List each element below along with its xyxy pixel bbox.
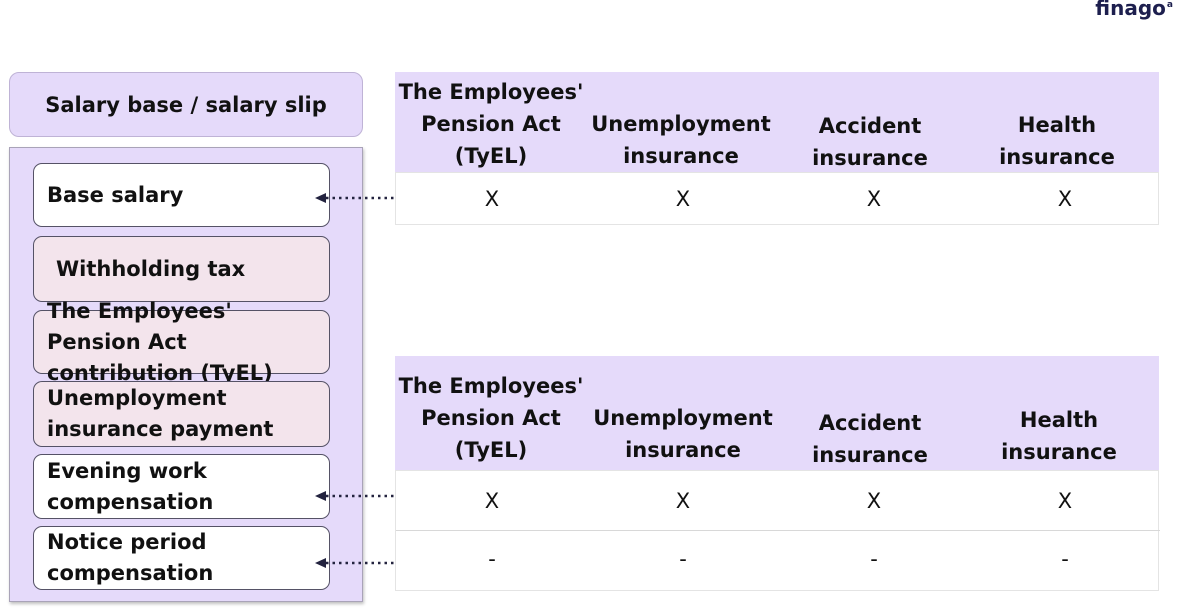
salary-item-unemployment-payment: Unemployment insurance payment	[33, 381, 330, 447]
salary-item-label: Notice period compensation	[47, 530, 214, 585]
salary-item-withholding-tax: Withholding tax	[33, 236, 330, 302]
header-accident: Accident insurance	[812, 411, 928, 467]
row-divider	[396, 530, 1160, 531]
table-cell: X	[866, 489, 882, 513]
table-cell: -	[870, 547, 878, 571]
header-tyel: The Employees' Pension Act (TyEL)	[398, 80, 584, 168]
header-unemployment: Unemployment insurance	[593, 406, 773, 462]
salary-item-label: Unemployment insurance payment	[47, 386, 274, 441]
header-health: Health insurance	[999, 113, 1115, 169]
logo-text: finago	[1095, 0, 1166, 20]
header-unemployment: Unemployment insurance	[591, 112, 771, 168]
salary-item-notice-period: Notice period compensation	[33, 526, 330, 590]
table-cell: X	[675, 187, 691, 211]
salary-item-label: Withholding tax	[56, 256, 246, 281]
header-health: Health insurance	[1001, 408, 1117, 464]
table-cell: -	[679, 547, 687, 571]
header-tyel: The Employees' Pension Act (TyEL)	[398, 374, 584, 462]
table-cell: -	[1061, 547, 1069, 571]
table-body: X X X X - - - -	[395, 470, 1160, 591]
header-accident: Accident insurance	[812, 114, 928, 170]
salary-item-evening-work: Evening work compensation	[33, 454, 330, 519]
table-cell: X	[1057, 187, 1073, 211]
salary-item-label: Evening work compensation	[47, 458, 214, 514]
logo-superscript: a	[1166, 0, 1173, 11]
salary-base-title-text: Salary base / salary slip	[45, 92, 327, 117]
finago-logo: finagoa	[1095, 0, 1173, 20]
table-cell: -	[488, 547, 496, 571]
salary-base-title: Salary base / salary slip	[9, 72, 363, 137]
salary-item-label: Base salary	[47, 182, 184, 207]
table-row: X X X X	[395, 172, 1159, 225]
table-header: The Employees' Pension Act (TyEL) Unempl…	[395, 72, 1159, 172]
table-cell: X	[866, 187, 882, 211]
insurance-table-top: The Employees' Pension Act (TyEL) Unempl…	[395, 72, 1159, 225]
table-cell: X	[484, 489, 500, 513]
insurance-table-bottom: The Employees' Pension Act (TyEL) Unempl…	[395, 356, 1160, 591]
salary-item-label: The Employees' Pension Act contribution …	[47, 298, 273, 385]
salary-item-tyel-contribution: The Employees' Pension Act contribution …	[33, 299, 330, 385]
table-cell: X	[675, 489, 691, 513]
table-header: The Employees' Pension Act (TyEL) Unempl…	[395, 356, 1159, 470]
table-cell: X	[1057, 489, 1073, 513]
salary-item-base-salary: Base salary	[33, 163, 330, 227]
table-cell: X	[484, 187, 500, 211]
